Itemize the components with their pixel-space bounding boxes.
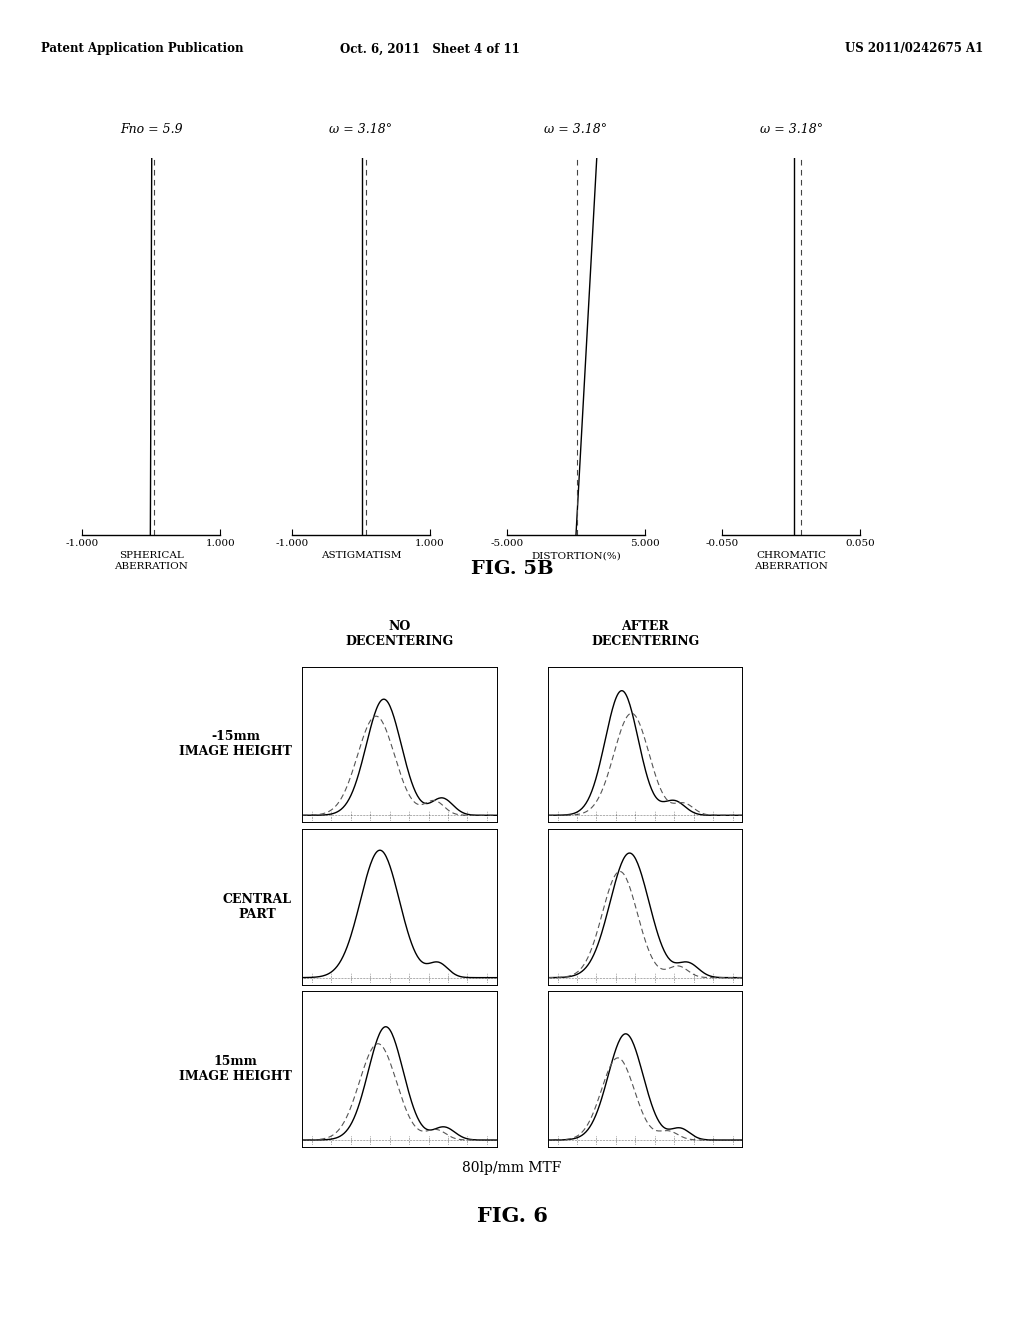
Text: ω = 3.18°: ω = 3.18°: [545, 123, 607, 136]
X-axis label: SPHERICAL
ABERRATION: SPHERICAL ABERRATION: [114, 552, 188, 570]
Text: Fno = 5.9: Fno = 5.9: [120, 123, 182, 136]
Text: 15mm
IMAGE HEIGHT: 15mm IMAGE HEIGHT: [179, 1055, 292, 1084]
Text: Patent Application Publication: Patent Application Publication: [41, 42, 244, 55]
Text: FIG. 6: FIG. 6: [476, 1205, 548, 1226]
Text: FIG. 5B: FIG. 5B: [471, 560, 553, 578]
X-axis label: ASTIGMATISM: ASTIGMATISM: [321, 552, 401, 560]
Text: AFTER
DECENTERING: AFTER DECENTERING: [591, 619, 699, 648]
X-axis label: CHROMATIC
ABERRATION: CHROMATIC ABERRATION: [754, 552, 828, 570]
Text: ω = 3.18°: ω = 3.18°: [760, 123, 822, 136]
X-axis label: DISTORTION(%): DISTORTION(%): [531, 552, 621, 560]
Text: 80lp/mm MTF: 80lp/mm MTF: [462, 1162, 562, 1175]
Text: Oct. 6, 2011   Sheet 4 of 11: Oct. 6, 2011 Sheet 4 of 11: [340, 42, 520, 55]
Text: US 2011/0242675 A1: US 2011/0242675 A1: [845, 42, 983, 55]
Text: CENTRAL
PART: CENTRAL PART: [223, 892, 292, 921]
Text: ω = 3.18°: ω = 3.18°: [330, 123, 392, 136]
Text: -15mm
IMAGE HEIGHT: -15mm IMAGE HEIGHT: [179, 730, 292, 759]
Text: NO
DECENTERING: NO DECENTERING: [345, 619, 454, 648]
